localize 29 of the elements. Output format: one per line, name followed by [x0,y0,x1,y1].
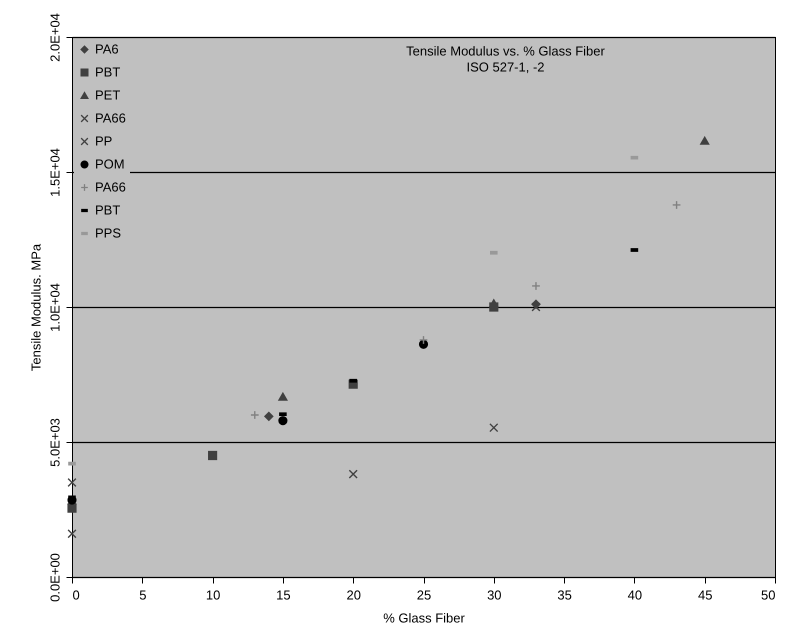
x-tick-label: 10 [206,588,220,602]
text: ISO 527-1, -2 [466,60,545,75]
y-tick-label: 5.0E+03 [48,418,62,467]
x-tick-label: 40 [628,588,642,602]
legend-label: PPS [95,226,122,240]
x-tick-label: 30 [487,588,502,602]
x-tick-label: 5 [139,588,146,602]
y-tick-label: 1.0E+04 [48,283,62,332]
legend-label: PA66 [95,110,126,126]
x-tick-label: 45 [698,588,712,602]
x-axis-title: % Glass Fiber [383,610,466,626]
legend-label: PBT [95,202,120,218]
legend-label: PET [95,88,120,102]
y-tick-label: 0.0E+00 [48,553,62,602]
x-tick-label: 50 [761,588,776,602]
x-tick-label: 20 [346,588,361,602]
legend-label: POM [95,156,125,172]
legend-label: PBT [95,64,120,80]
legend-label: PA66 [95,180,126,194]
x-tick-label: 35 [557,588,572,602]
legend-label: PA6 [95,42,119,56]
x-tick-label: 25 [416,588,432,602]
x-tick-label: 15 [276,588,291,602]
legend-label: PP [95,134,112,148]
y-tick-label: 1.5E+04 [48,148,62,197]
y-axis-title: Tensile Modulus. MPa [28,243,44,372]
x-tick-label: 0 [72,588,80,602]
y-tick-label: 2.0E+04 [48,13,62,62]
text: Tensile Modulus vs. % Glass Fiber [406,44,606,59]
